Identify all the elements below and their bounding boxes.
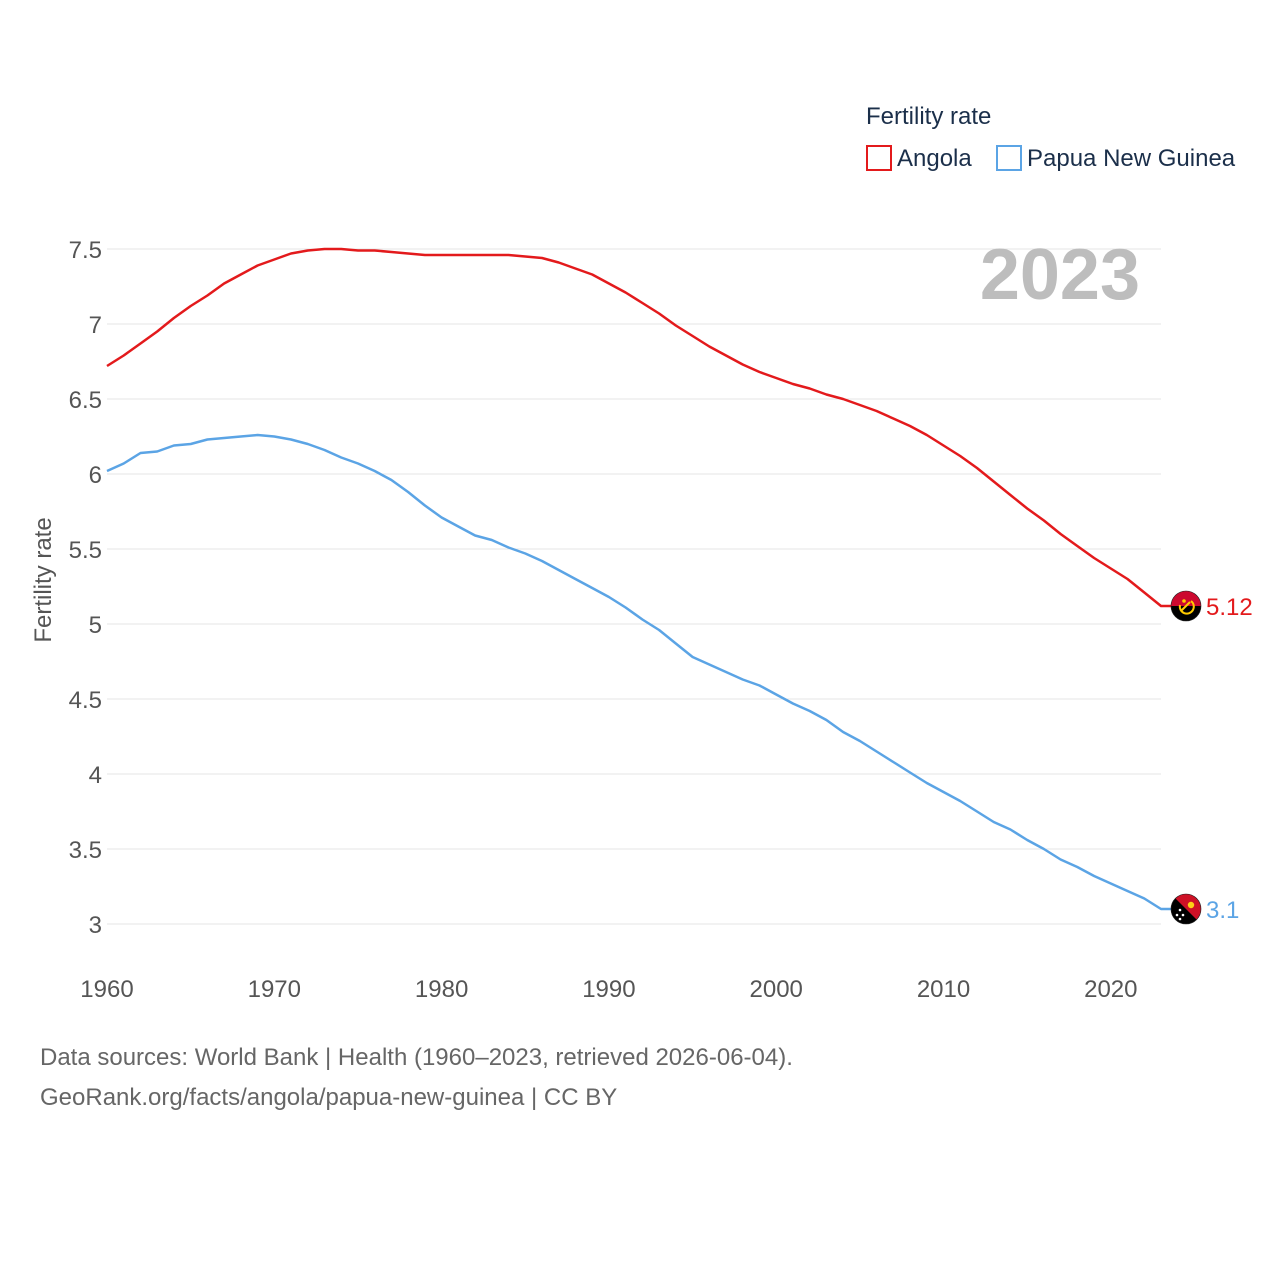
x-tick-label: 1960	[80, 976, 133, 1003]
y-tick-label: 5	[89, 612, 102, 639]
x-tick-label: 1980	[415, 976, 468, 1003]
y-axis-ticks: 3 3.5 4 4.5 5 5.5 6 6.5 7 7.5	[69, 237, 102, 939]
flag-angola-icon	[1170, 590, 1202, 622]
legend-label-papua-new-guinea: Papua New Guinea	[1027, 145, 1236, 172]
y-tick-label: 7.5	[69, 237, 102, 264]
y-tick-label: 6.5	[69, 387, 102, 414]
gridlines	[107, 248, 1161, 925]
x-tick-label: 1990	[582, 976, 635, 1003]
y-tick-label: 4.5	[69, 687, 102, 714]
year-overlay: 2023	[980, 235, 1140, 315]
x-tick-label: 2000	[750, 976, 803, 1003]
x-tick-label: 2020	[1084, 976, 1137, 1003]
y-tick-label: 7	[89, 312, 102, 339]
legend-swatch-angola	[866, 145, 892, 171]
source-line-1: Data sources: World Bank | Health (1960–…	[40, 1044, 793, 1071]
legend-item-papua-new-guinea[interactable]: Papua New Guinea	[996, 145, 1236, 172]
series-line-papua-new-guinea[interactable]	[106, 433, 1173, 911]
series-line-angola[interactable]	[106, 247, 1173, 608]
series-end-markers: 5.12 3.1	[1170, 590, 1253, 925]
legend-swatch-papua-new-guinea	[996, 145, 1022, 171]
y-tick-label: 3.5	[69, 837, 102, 864]
legend-item-angola[interactable]: Angola	[866, 145, 972, 172]
y-axis-title: Fertility rate	[30, 517, 57, 642]
source-line-2[interactable]: GeoRank.org/facts/angola/papua-new-guine…	[40, 1084, 618, 1111]
x-axis-ticks: 1960 1970 1980 1990 2000 2010 2020	[80, 976, 1137, 1003]
y-tick-label: 3	[89, 912, 102, 939]
x-tick-label: 2010	[917, 976, 970, 1003]
y-tick-label: 5.5	[69, 537, 102, 564]
x-tick-label: 1970	[248, 976, 301, 1003]
legend-label-angola: Angola	[897, 145, 972, 172]
legend-title: Fertility rate	[866, 103, 991, 130]
legend: Fertility rate Angola Papua New Guinea	[866, 103, 1236, 172]
series-lines	[106, 247, 1173, 911]
flag-papua-new-guinea-icon	[1170, 893, 1202, 925]
y-tick-label: 6	[89, 462, 102, 489]
end-label-papua-new-guinea: 3.1	[1206, 897, 1239, 924]
end-label-angola: 5.12	[1206, 594, 1253, 621]
y-tick-label: 4	[89, 762, 102, 789]
